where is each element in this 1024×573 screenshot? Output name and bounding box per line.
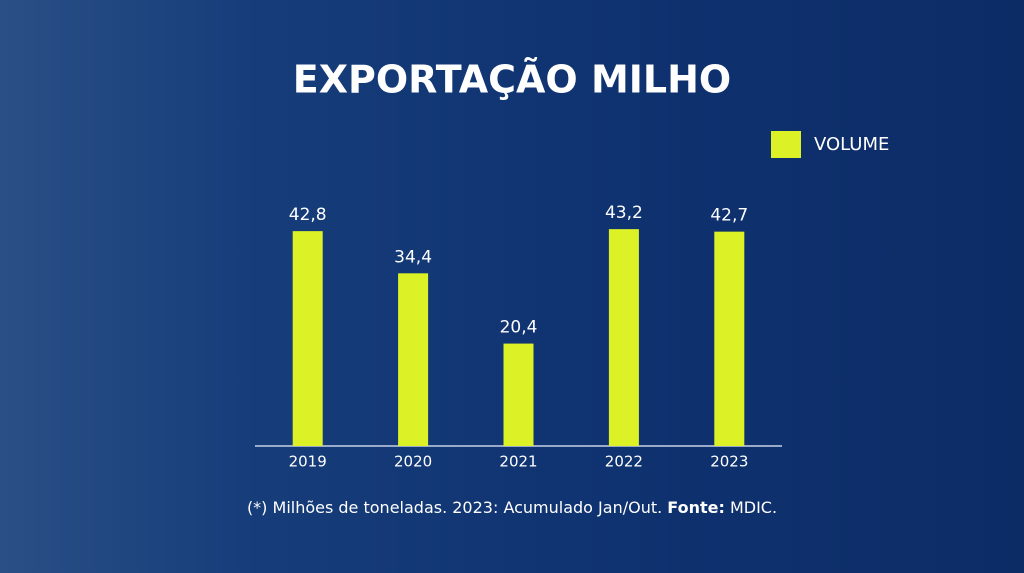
value-label: 42,7	[710, 206, 748, 226]
value-label: 42,8	[289, 205, 327, 225]
bar	[714, 231, 745, 446]
x-tick-label: 2023	[710, 453, 748, 471]
x-tick-label: 2019	[289, 453, 327, 471]
footnote: (*) Milhões de toneladas. 2023: Acumulad…	[247, 498, 777, 517]
legend-label: VOLUME	[814, 134, 889, 155]
legend-swatch	[771, 131, 801, 158]
value-label: 43,2	[605, 203, 643, 223]
bar	[398, 273, 429, 446]
bar	[503, 343, 534, 446]
x-tick-label: 2022	[605, 453, 643, 471]
value-label: 20,4	[500, 318, 538, 338]
note: (*) Milhões de toneladas. 2023: Acumulad…	[247, 498, 662, 517]
source-label: Fonte:	[667, 498, 725, 517]
x-tick-label: 2020	[394, 453, 432, 471]
source: MDIC.	[730, 498, 777, 517]
bar	[292, 231, 323, 446]
x-tick-label: 2021	[499, 453, 537, 471]
chart-title: EXPORTAÇÃO MILHO	[293, 58, 731, 102]
bar	[608, 229, 639, 446]
value-label: 34,4	[394, 247, 432, 267]
